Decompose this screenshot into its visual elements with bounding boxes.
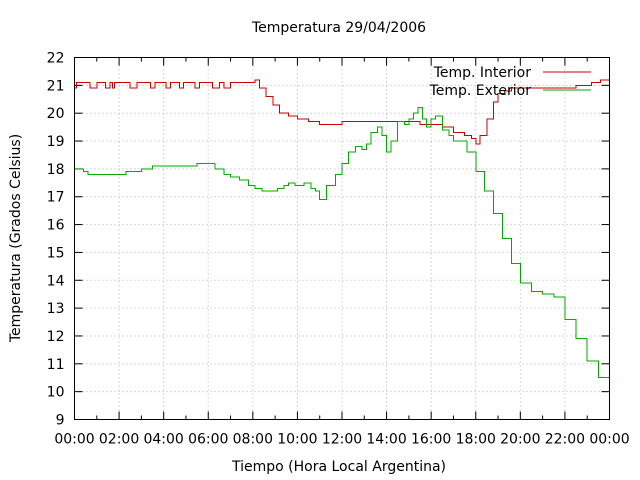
series-lines (74, 77, 610, 400)
y-tick-label: 10 (47, 385, 65, 401)
series-line-interior (74, 77, 610, 145)
x-tick-label: 06:00 (188, 432, 228, 448)
chart-title: Temperatura 29/04/2006 (251, 20, 426, 36)
y-tick-label: 20 (47, 106, 65, 122)
x-tick-label: 12:00 (322, 432, 362, 448)
legend: Temp. Interior Temp. Exterior (429, 65, 591, 99)
x-axis-label: Tiempo (Hora Local Argentina) (231, 459, 446, 475)
x-tick-label: 00:00 (589, 432, 629, 448)
y-tick-label: 15 (47, 245, 65, 261)
y-tick-label: 12 (47, 329, 65, 345)
y-tick-label: 18 (47, 162, 65, 178)
y-tick-labels: 9 10 11 12 13 14 15 16 17 18 19 20 21 22 (47, 51, 65, 429)
x-tick-labels: 00:00 02:00 04:00 06:00 08:00 10:00 12:00 14:00… (54, 432, 629, 448)
plot-frame (74, 57, 610, 420)
y-tick-label: 22 (47, 51, 65, 67)
y-axis-label: Temperatura (Grados Celsius) (8, 134, 24, 343)
y-tick-label: 16 (47, 218, 65, 234)
y-tick-label: 19 (47, 134, 65, 150)
y-tick-label: 9 (56, 413, 65, 429)
series-line-exterior (74, 107, 610, 400)
x-tick-label: 18:00 (456, 432, 496, 448)
x-tick-label: 04:00 (143, 432, 183, 448)
y-tick-label: 21 (47, 78, 65, 94)
x-tick-label: 14:00 (366, 432, 406, 448)
legend-label: Temp. Exterior (429, 83, 532, 99)
x-tick-label: 22:00 (545, 432, 585, 448)
x-tick-label: 00:00 (54, 432, 94, 448)
x-tick-label: 20:00 (500, 432, 540, 448)
legend-label: Temp. Interior (433, 65, 532, 81)
y-tick-label: 13 (47, 301, 65, 317)
x-tick-label: 10:00 (277, 432, 317, 448)
x-tick-label: 08:00 (233, 432, 273, 448)
y-tick-label: 14 (47, 273, 65, 289)
grid (74, 57, 610, 420)
y-tick-label: 11 (47, 357, 65, 373)
y-tick-label: 17 (47, 190, 65, 206)
x-tick-label: 16:00 (411, 432, 451, 448)
x-tick-label: 02:00 (99, 432, 139, 448)
